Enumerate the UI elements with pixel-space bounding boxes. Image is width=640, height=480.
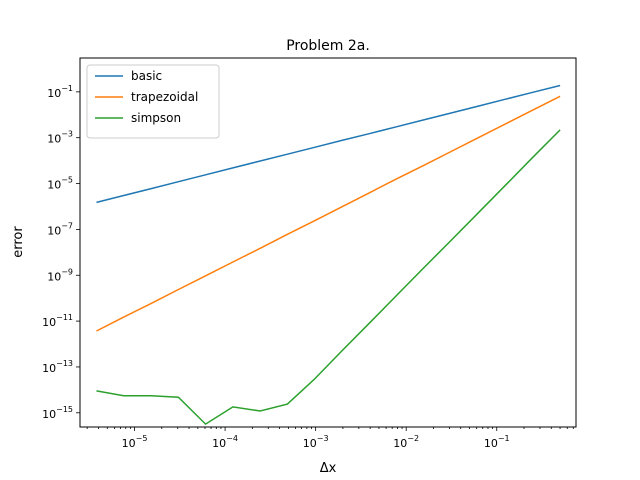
series-line-simpson bbox=[96, 129, 561, 426]
y-tick-label: 10−1 bbox=[47, 84, 73, 100]
y-tick-label-base: 10 bbox=[47, 179, 61, 192]
x-tick-label-exp: −5 bbox=[136, 434, 148, 443]
x-tick-label-base: 10 bbox=[393, 437, 407, 450]
x-tick-label-base: 10 bbox=[122, 437, 136, 450]
x-tick-label: 10−2 bbox=[393, 434, 419, 450]
y-tick-label-exp: −3 bbox=[61, 130, 73, 139]
legend-label-trapezoidal: trapezoidal bbox=[131, 90, 198, 104]
y-tick-label-exp: −7 bbox=[61, 221, 73, 230]
y-axis-label: error bbox=[11, 226, 26, 258]
y-tick-label-exp: −15 bbox=[56, 405, 73, 414]
x-tick-label-base: 10 bbox=[303, 437, 317, 450]
y-tick-label-exp: −11 bbox=[56, 313, 73, 322]
y-tick-label: 10−9 bbox=[47, 267, 73, 283]
x-tick-label-base: 10 bbox=[484, 437, 498, 450]
y-tick-label: 10−7 bbox=[47, 221, 73, 237]
y-tick-label-base: 10 bbox=[42, 408, 56, 421]
y-tick-label: 10−13 bbox=[42, 359, 73, 375]
legend-label-basic: basic bbox=[131, 69, 162, 83]
x-tick-label: 10−5 bbox=[122, 434, 148, 450]
tick-layer: 10−5 10−4 10−3 10−2 10−110−1510−1310−1110−91… bbox=[42, 84, 574, 450]
plot-area-frame bbox=[79, 57, 577, 428]
series-line-basic bbox=[96, 84, 561, 204]
y-tick-label-base: 10 bbox=[47, 87, 61, 100]
x-tick-label-base: 10 bbox=[212, 437, 226, 450]
y-tick-label-base: 10 bbox=[47, 133, 61, 146]
y-tick-label-exp: −1 bbox=[61, 84, 73, 93]
y-tick-label-exp: −13 bbox=[56, 359, 73, 368]
y-tick-label: 10−3 bbox=[47, 130, 73, 146]
legend: basic trapezoidal simpson bbox=[86, 64, 220, 139]
y-tick-label-base: 10 bbox=[42, 362, 56, 375]
x-tick-label-exp: −1 bbox=[498, 434, 510, 443]
x-axis-label: Δx bbox=[320, 461, 337, 476]
legend-box bbox=[86, 64, 220, 139]
y-tick-label-base: 10 bbox=[47, 224, 61, 237]
series-layer bbox=[96, 84, 561, 426]
x-tick-label-exp: −2 bbox=[407, 434, 419, 443]
y-tick-label-exp: −9 bbox=[61, 267, 73, 276]
y-tick-label: 10−15 bbox=[42, 405, 73, 421]
x-tick-label: 10−4 bbox=[212, 434, 238, 450]
y-tick-label-exp: −5 bbox=[61, 176, 73, 185]
y-tick-label: 10−5 bbox=[47, 176, 73, 192]
x-tick-label-exp: −3 bbox=[317, 434, 329, 443]
x-tick-label: 10−1 bbox=[484, 434, 510, 450]
y-tick-label: 10−11 bbox=[42, 313, 73, 329]
chart-title: Problem 2a. bbox=[286, 38, 370, 54]
x-tick-label: 10−3 bbox=[303, 434, 329, 450]
legend-label-simpson: simpson bbox=[131, 111, 181, 125]
y-tick-label-base: 10 bbox=[42, 316, 56, 329]
x-tick-label-exp: −4 bbox=[226, 434, 238, 443]
series-line-trapezoidal bbox=[96, 95, 561, 332]
y-tick-label-base: 10 bbox=[47, 270, 61, 283]
